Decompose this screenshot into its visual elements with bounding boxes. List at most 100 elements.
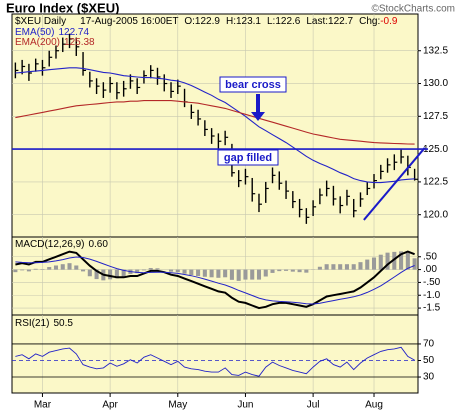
- histogram-bar: [53, 265, 59, 270]
- header-symbol: $XEU Daily: [15, 16, 66, 27]
- histogram-bar: [114, 269, 119, 279]
- histogram-bar: [60, 264, 65, 270]
- histogram-bar: [74, 265, 79, 270]
- trend-line: [363, 147, 426, 221]
- panel-label-value: 0.60: [88, 239, 108, 250]
- histogram-bar: [304, 269, 309, 273]
- y-tick-label: 70: [423, 339, 435, 350]
- histogram-bar: [182, 269, 187, 274]
- x-tick-label: Jun: [237, 400, 253, 411]
- histogram-bar: [33, 268, 38, 270]
- y-tick-label: 122.5: [423, 177, 448, 188]
- x-tick-label: Mar: [34, 400, 52, 411]
- histogram-bar: [399, 251, 404, 270]
- histogram-bar: [216, 269, 221, 278]
- y-tick-label: -.50: [423, 277, 441, 288]
- legend-name: EMA(200): [15, 37, 60, 48]
- histogram-bar: [209, 269, 214, 278]
- panel-label: RSI(21) 50.5: [15, 318, 73, 329]
- y-tick-label: 30: [423, 372, 435, 383]
- panel-label-name: RSI(21): [15, 318, 49, 329]
- y-tick-label: 125.0: [423, 144, 448, 155]
- histogram-bar: [108, 269, 113, 280]
- header: $XEU Daily 17-Aug-2005 16:00ET O:122.9 H:12…: [15, 16, 398, 27]
- histogram-bar: [297, 269, 302, 273]
- histogram-bar: [243, 269, 248, 280]
- header-chg_label: Chg:: [359, 16, 380, 27]
- ema-line: [15, 67, 415, 184]
- header-date: 17-Aug-2005 16:00ET: [80, 16, 178, 27]
- histogram-bar: [135, 269, 140, 274]
- histogram-bar: [229, 269, 234, 280]
- histogram-bar: [392, 251, 397, 270]
- histogram-bar: [155, 268, 160, 270]
- legend-value: 122.74: [58, 27, 89, 38]
- macd-line: [15, 256, 415, 305]
- histogram-bar: [148, 268, 153, 270]
- histogram-bar: [331, 264, 336, 270]
- histogram-bar: [202, 269, 207, 277]
- histogram-bar: [405, 252, 410, 270]
- x-tick-label: Apr: [102, 400, 118, 411]
- legend-entry: EMA(50) 122.74: [15, 27, 89, 38]
- annotation-box: [217, 149, 279, 166]
- annotation-box: [219, 76, 287, 93]
- histogram-bar: [263, 269, 268, 277]
- y-tick-label: .00: [423, 264, 437, 275]
- histogram-bar: [365, 259, 370, 270]
- credit: ©StockCharts.com: [371, 4, 455, 15]
- histogram-bar: [236, 269, 241, 281]
- histogram-bar: [47, 267, 52, 270]
- histogram-bar: [284, 269, 289, 271]
- panel-label-value: 50.5: [53, 318, 73, 329]
- legend-name: EMA(50): [15, 27, 54, 38]
- histogram-bar: [175, 269, 180, 273]
- panel: [11, 236, 419, 316]
- histogram-bar: [412, 258, 417, 270]
- histogram-bar: [317, 266, 322, 270]
- y-tick-label: 130.0: [423, 78, 448, 89]
- header-high: H:123.1: [226, 16, 261, 27]
- histogram-bar: [141, 269, 146, 271]
- annotation: gap filled: [224, 152, 272, 164]
- panel-label: MACD(12,26,9) 0.60: [15, 239, 108, 250]
- histogram-bar: [338, 264, 343, 270]
- chart-title: Euro Index ($XEU): [6, 0, 119, 15]
- histogram-bar: [26, 269, 31, 272]
- panel-label-name: MACD(12,26,9): [15, 239, 84, 250]
- histogram-bar: [371, 257, 377, 270]
- histogram-bar: [20, 269, 25, 271]
- y-tick-label: 50: [423, 355, 435, 366]
- histogram-bar: [67, 263, 72, 270]
- histogram-bar: [290, 269, 295, 272]
- histogram-bar: [121, 269, 126, 277]
- histogram-bar: [385, 252, 390, 270]
- y-tick-label: -1.0: [423, 290, 441, 301]
- panel: [11, 314, 419, 394]
- x-tick-label: Aug: [365, 400, 383, 411]
- legend-entry: EMA(200) 125.38: [15, 37, 95, 48]
- histogram-bar: [189, 269, 194, 275]
- macd-line: [15, 250, 415, 310]
- histogram-bar: [378, 254, 383, 270]
- histogram-bar: [344, 264, 349, 270]
- ema-line: [15, 100, 415, 145]
- y-tick-label: 132.5: [423, 45, 448, 56]
- histogram-bar: [277, 269, 282, 272]
- histogram-bar: [196, 269, 201, 276]
- y-tick-label: 127.5: [423, 111, 448, 122]
- header-low: L:122.6: [267, 16, 301, 27]
- histogram-bar: [250, 269, 255, 280]
- rsi-line: [15, 346, 415, 377]
- y-tick-label: 120.0: [423, 209, 448, 220]
- histogram-bar: [94, 269, 99, 280]
- histogram-bar: [256, 269, 262, 280]
- x-tick-label: Jul: [307, 400, 320, 411]
- histogram-bar: [168, 269, 174, 272]
- y-tick-label: .50: [423, 251, 437, 262]
- header-last: Last:122.7: [306, 16, 353, 27]
- histogram-bar: [40, 269, 45, 270]
- annotation: bear cross: [225, 79, 281, 91]
- panel: [11, 13, 419, 238]
